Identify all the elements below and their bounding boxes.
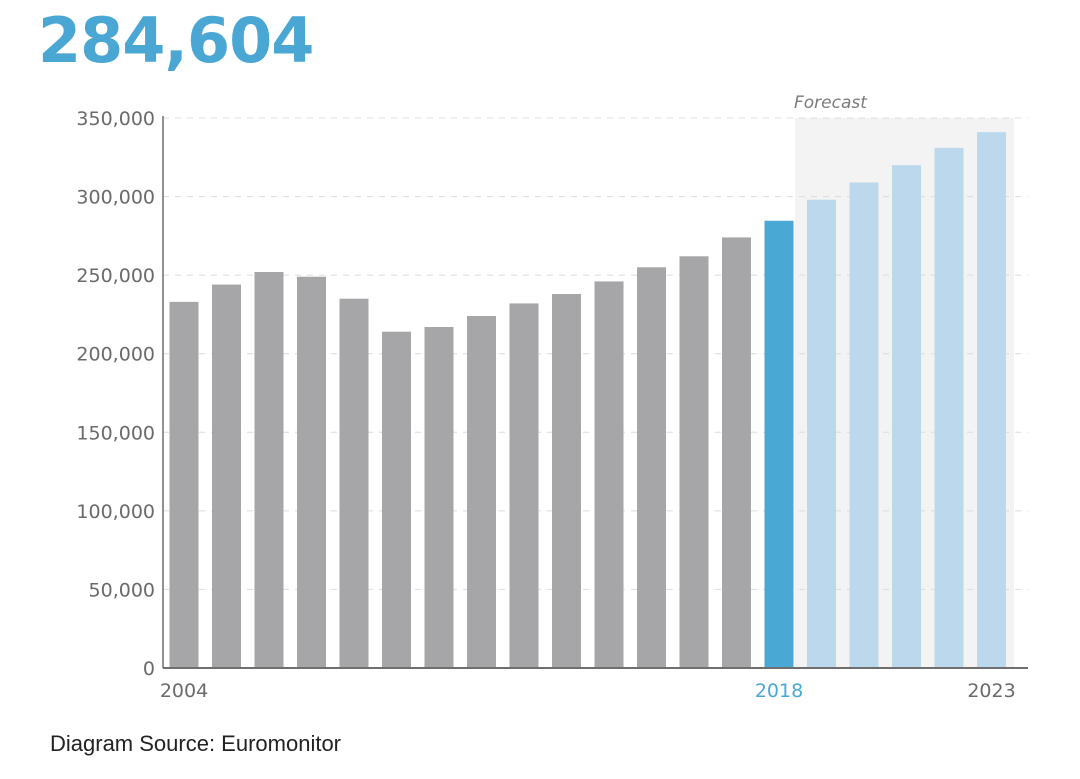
tick-labels: Forecast 0 50,000 100,000 150,000 200,000 250,… bbox=[76, 93, 1015, 702]
bar-2019 bbox=[807, 199, 836, 668]
y-tick-label: 100,000 bbox=[76, 501, 155, 523]
bar-2006 bbox=[254, 272, 284, 668]
bar-2004 bbox=[169, 301, 199, 668]
bar-2013 bbox=[552, 294, 581, 668]
y-tick-label: 0 bbox=[143, 658, 155, 680]
forecast-label: Forecast bbox=[794, 93, 868, 113]
bar-2005 bbox=[212, 284, 241, 668]
x-tick-label-2004: 2004 bbox=[160, 680, 208, 702]
bar-2009 bbox=[382, 331, 411, 668]
bar-2023 bbox=[977, 132, 1006, 669]
bar-2020 bbox=[849, 182, 879, 668]
bar-2011 bbox=[467, 316, 496, 668]
y-tick-label: 300,000 bbox=[76, 187, 155, 209]
bar-2012 bbox=[509, 303, 539, 668]
bar-2008 bbox=[339, 298, 369, 668]
headline-value: 284,604 bbox=[38, 4, 314, 77]
bar-2021 bbox=[892, 165, 921, 668]
bar-2010 bbox=[424, 327, 454, 668]
y-tick-label: 250,000 bbox=[76, 265, 155, 287]
y-tick-label: 200,000 bbox=[76, 344, 155, 366]
x-tick-label-2018: 2018 bbox=[755, 680, 803, 702]
bar-2007 bbox=[297, 276, 326, 668]
bar-2016 bbox=[679, 256, 709, 668]
y-tick-label: 50,000 bbox=[89, 579, 155, 601]
bar-2018 bbox=[764, 220, 794, 668]
y-tick-label: 350,000 bbox=[76, 108, 155, 130]
bar-2017 bbox=[722, 237, 751, 668]
bars bbox=[169, 132, 1006, 669]
axes bbox=[162, 116, 1028, 669]
x-tick-label-2023: 2023 bbox=[967, 680, 1015, 702]
source-note: Diagram Source: Euromonitor bbox=[50, 731, 342, 756]
y-tick-label: 150,000 bbox=[76, 422, 155, 444]
bar-2015 bbox=[637, 267, 666, 668]
bar-2014 bbox=[594, 281, 624, 668]
bar-2022 bbox=[934, 147, 964, 668]
